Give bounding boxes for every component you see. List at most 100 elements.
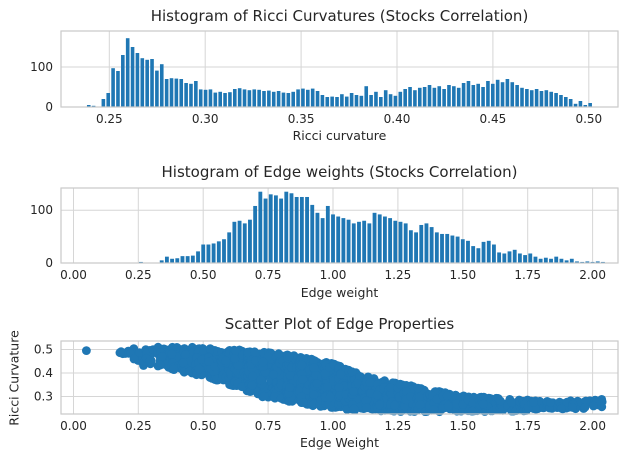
histogram-bar xyxy=(554,93,558,107)
x-tick-label: 0.45 xyxy=(480,112,507,126)
histogram-bar xyxy=(568,99,573,107)
histogram-bar xyxy=(203,89,208,107)
scatter-edge-properties-plot: 0.00 0.25 0.50 0.75 1.00 1.25 1.50 1.75 2.00 0.3 0… xyxy=(34,340,619,433)
histogram-bar xyxy=(268,194,273,263)
histogram-bar xyxy=(258,191,263,263)
histogram-bar xyxy=(539,91,544,107)
histogram-bar xyxy=(573,103,578,107)
histogram-bar xyxy=(125,38,130,108)
histogram-bar xyxy=(403,89,407,107)
histogram-bar xyxy=(281,92,286,107)
histogram-bar xyxy=(349,93,354,107)
histogram-bar xyxy=(320,218,325,263)
grid-lines xyxy=(61,31,618,108)
histogram-bar xyxy=(174,78,179,107)
histogram-bar xyxy=(218,91,222,107)
histogram-bar xyxy=(237,220,242,263)
histogram-bar xyxy=(429,227,434,263)
x-tick-label: 1.00 xyxy=(320,268,347,282)
histogram-bar xyxy=(466,81,471,107)
histogram-bar xyxy=(344,96,349,107)
y-tick-label: 0.3 xyxy=(34,390,53,404)
histogram-bar xyxy=(393,220,398,263)
histogram-bar xyxy=(543,257,548,263)
histogram-bar xyxy=(529,90,534,107)
x-tick-label: 0.25 xyxy=(96,112,123,126)
x-tick-label: 0.50 xyxy=(190,268,217,282)
histogram-bar xyxy=(299,196,304,263)
x-tick-label: 1.75 xyxy=(514,419,541,433)
x-tick-label: 1.50 xyxy=(449,419,476,433)
histogram-bar xyxy=(490,83,495,107)
histogram-bar xyxy=(437,86,442,107)
histogram-bar xyxy=(232,221,237,263)
histogram-bar xyxy=(372,212,377,263)
histogram-bar xyxy=(189,83,193,107)
histogram-bar xyxy=(374,91,378,107)
x-tick-label: 0.25 xyxy=(125,419,152,433)
histogram-bar xyxy=(198,89,203,107)
histogram-bar xyxy=(325,205,330,263)
histogram-bar xyxy=(583,105,588,107)
histogram-bar xyxy=(331,214,335,263)
histogram-bar xyxy=(185,256,190,263)
histogram-bar xyxy=(408,87,412,107)
histogram-bar xyxy=(306,89,310,107)
histogram-bar xyxy=(388,218,393,263)
histogram-bar xyxy=(325,97,330,107)
y-tick-label: 100 xyxy=(30,203,53,217)
histogram-bar xyxy=(502,253,507,263)
histogram-bar xyxy=(86,105,91,107)
histogram-bar xyxy=(440,233,444,263)
histogram-bar xyxy=(549,258,553,263)
histogram-bar xyxy=(315,91,320,107)
histogram-bar xyxy=(578,101,583,107)
histogram-bar xyxy=(445,233,450,263)
histogram-bar xyxy=(335,97,339,107)
histogram-bar xyxy=(196,251,200,263)
histogram-bar xyxy=(534,89,539,107)
histogram-bar xyxy=(248,219,252,263)
histogram-bar xyxy=(111,68,115,107)
plot-border xyxy=(60,340,619,415)
histogram-bar xyxy=(403,223,408,263)
histogram-bar xyxy=(414,232,418,263)
histogram-bar xyxy=(190,255,195,263)
histogram-bar xyxy=(549,91,554,107)
histogram-bar xyxy=(351,223,356,263)
histogram-bar xyxy=(507,251,512,263)
histogram-bar xyxy=(427,85,432,107)
histogram-bar xyxy=(206,244,211,263)
histogram-bar xyxy=(585,261,590,263)
histogram-bar xyxy=(150,59,154,107)
scatter-points xyxy=(82,342,607,417)
histogram-bar xyxy=(159,260,164,263)
histogram-bar xyxy=(262,91,266,107)
histogram-bar xyxy=(367,223,372,263)
histogram-bar xyxy=(315,212,320,263)
histogram-bar xyxy=(510,82,515,107)
histogram-bar xyxy=(538,258,543,263)
histogram-bar xyxy=(424,223,429,263)
histogram-bar xyxy=(116,71,120,107)
histogram-bar xyxy=(310,88,315,107)
histogram-bar xyxy=(320,95,325,107)
histogram-bar xyxy=(228,92,232,107)
x-tick-label: 0.25 xyxy=(125,268,152,282)
histogram-bar xyxy=(341,218,346,263)
x-tick-label: 1.00 xyxy=(320,419,347,433)
histogram-bar xyxy=(388,94,393,107)
histogram-bar xyxy=(194,81,198,107)
histogram-bar xyxy=(286,93,291,107)
histogram-bar xyxy=(523,255,527,263)
histogram-bars xyxy=(86,38,592,108)
histogram-bar xyxy=(461,83,466,107)
tick-labels: 0.25 0.30 0.35 0.40 0.45 0.50 0 100 xyxy=(30,60,602,126)
histogram-bar xyxy=(223,93,227,107)
histogram-bar xyxy=(492,244,496,263)
histogram-bar xyxy=(284,191,289,263)
x-tick-label: 0.00 xyxy=(60,419,87,433)
x-tick-label: 1.25 xyxy=(385,268,412,282)
histogram-bar xyxy=(296,89,300,107)
